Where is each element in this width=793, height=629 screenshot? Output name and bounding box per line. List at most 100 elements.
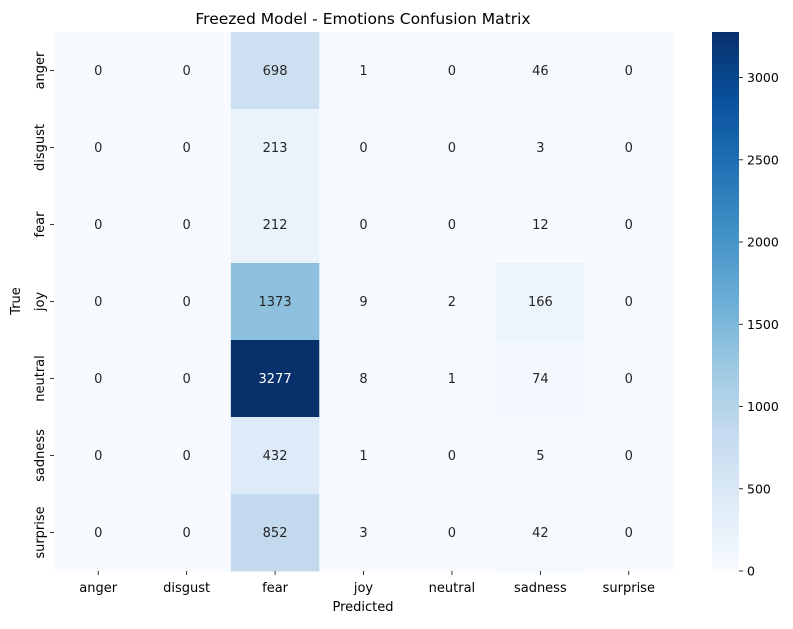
heatmap-cell	[230, 417, 320, 495]
y-tick-label: disgust	[33, 124, 48, 171]
heatmap-cell-label: 0	[183, 526, 191, 541]
heatmap-cell-label: 0	[183, 449, 191, 464]
y-tick-label: neutral	[33, 355, 48, 402]
heatmap-cell-label: 42	[532, 526, 549, 541]
heatmap-cell-label: 0	[448, 526, 456, 541]
heatmap-cell-label: 3	[359, 526, 367, 541]
heatmap-cell	[496, 32, 586, 110]
y-tick-label: surprise	[33, 506, 48, 558]
colorbar-tick-label: 500	[747, 481, 771, 496]
heatmap-cell-label: 0	[94, 295, 102, 310]
heatmap-cell-label: 0	[625, 449, 633, 464]
colorbar-tick-label: 1500	[747, 317, 779, 332]
y-tick-label: anger	[33, 51, 48, 89]
heatmap-cell-label: 166	[528, 295, 553, 310]
heatmap-cell-label: 0	[94, 449, 102, 464]
heatmap-cell	[407, 32, 497, 110]
heatmap-cell	[230, 263, 320, 341]
heatmap-cell	[584, 109, 674, 187]
heatmap-cell	[230, 186, 320, 264]
heatmap-cell-label: 1	[448, 372, 456, 387]
heatmap-cell	[496, 340, 586, 418]
heatmap-cell-label: 0	[183, 372, 191, 387]
heatmap-cell-label: 12	[532, 218, 549, 233]
colorbar-tick-label: 2500	[747, 152, 779, 167]
heatmap-cell	[142, 417, 232, 495]
colorbar-tick-label: 3000	[747, 70, 779, 85]
heatmap-cell	[142, 109, 232, 187]
heatmap-cell-label: 0	[94, 64, 102, 79]
heatmap-cell	[142, 340, 232, 418]
heatmap-cell	[142, 186, 232, 264]
heatmap-cell-label: 0	[359, 218, 367, 233]
colorbar: 0 500 1000 1500 2000 2500 3000	[712, 32, 779, 579]
heatmap-cell	[142, 494, 232, 572]
heatmap-cell	[319, 340, 409, 418]
heatmap-cell-label: 8	[359, 372, 367, 387]
heatmap-cell	[407, 494, 497, 572]
heatmap-cell	[584, 263, 674, 341]
heatmap-cell	[142, 32, 232, 110]
heatmap-cell-label: 0	[448, 64, 456, 79]
heatmap-cell	[584, 32, 674, 110]
heatmap-cell	[407, 186, 497, 264]
heatmap-cell-label: 0	[625, 141, 633, 156]
heatmap-cell-label: 0	[625, 372, 633, 387]
colorbar-tick-label: 1000	[747, 399, 779, 414]
heatmap-cell-label: 3	[536, 141, 544, 156]
heatmap-cell	[319, 417, 409, 495]
heatmap-cell-label: 0	[625, 526, 633, 541]
heatmap-cell	[496, 186, 586, 264]
heatmap-cell	[407, 417, 497, 495]
heatmap-cell-label: 0	[448, 218, 456, 233]
heatmap-cell	[230, 340, 320, 418]
heatmap-cell-label: 0	[94, 526, 102, 541]
x-tick-label: joy	[353, 581, 374, 596]
heatmap-cell	[54, 340, 143, 418]
colorbar-tick-label: 0	[747, 564, 755, 579]
heatmap-cell-label: 0	[183, 218, 191, 233]
y-tick-label: joy	[33, 292, 48, 313]
heatmap-cell	[54, 494, 143, 572]
x-tick-label: sadness	[514, 581, 567, 596]
x-tick-label: neutral	[429, 581, 476, 596]
heatmap-cell	[496, 417, 586, 495]
heatmap-cell-label: 0	[94, 218, 102, 233]
heatmap-cell-label: 0	[359, 141, 367, 156]
heatmap-cell-label: 0	[448, 449, 456, 464]
y-tick-label: fear	[33, 211, 48, 238]
heatmap-cell	[407, 263, 497, 341]
heatmap-cell-label: 0	[625, 295, 633, 310]
heatmap-cell-label: 213	[263, 141, 288, 156]
heatmap-cell	[584, 186, 674, 264]
x-tick-label: surprise	[603, 581, 655, 596]
heatmap-cell	[319, 32, 409, 110]
heatmap-cell-label: 1	[359, 64, 367, 79]
heatmap-cell-label: 698	[263, 64, 288, 79]
heatmap-cell-label: 46	[532, 64, 549, 79]
heatmap-cell-label: 1373	[259, 295, 292, 310]
y-axis-label: True	[9, 287, 24, 316]
heatmap-cell-label: 852	[263, 526, 288, 541]
heatmap-cell	[230, 494, 320, 572]
heatmap-cell	[584, 417, 674, 495]
heatmap-cell	[54, 263, 143, 341]
x-axis-label: Predicted	[332, 600, 393, 615]
heatmap-cell-label: 9	[359, 295, 367, 310]
heatmap-cell	[319, 186, 409, 264]
heatmap-cell	[230, 109, 320, 187]
heatmap-cells	[54, 32, 674, 572]
heatmap-cell	[230, 32, 320, 110]
x-tick-label: disgust	[163, 581, 210, 596]
heatmap-cell	[496, 494, 586, 572]
heatmap-cell-label: 0	[94, 141, 102, 156]
y-axis-ticks: anger disgust fear joy neutral sadness surpris…	[33, 51, 54, 559]
heatmap-cell	[584, 494, 674, 572]
colorbar-gradient	[712, 32, 739, 571]
heatmap-cell	[584, 340, 674, 418]
heatmap-cell-label: 5	[536, 449, 544, 464]
heatmap-cell	[496, 109, 586, 187]
heatmap-cell-label: 2	[448, 295, 456, 310]
heatmap-cell-label: 0	[448, 141, 456, 156]
